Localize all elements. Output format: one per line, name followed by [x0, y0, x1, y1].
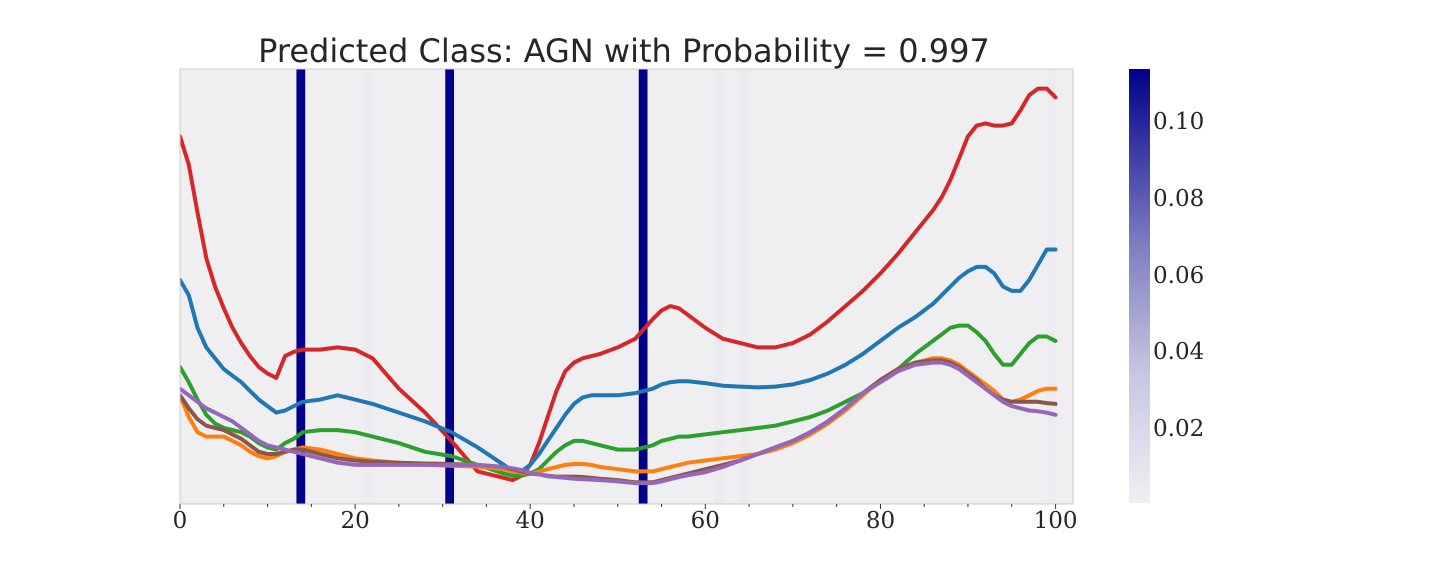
attention-band	[445, 69, 455, 504]
colorbar-tick-label: 0.08	[1153, 186, 1204, 212]
plot-frame	[179, 68, 1074, 505]
x-tick-label: 40	[516, 508, 545, 534]
colorbar-tick-label: 0.02	[1153, 416, 1204, 442]
chart-title: Predicted Class: AGN with Probability = …	[258, 32, 990, 70]
colorbar-tick-label: 0.06	[1153, 263, 1204, 289]
colorbar-tick-label: 0.10	[1153, 109, 1204, 135]
series-line-2	[180, 323, 1058, 478]
x-tick-label: 20	[340, 508, 369, 534]
series-lines	[180, 86, 1058, 486]
attention-band	[363, 69, 373, 504]
series-line-5	[180, 360, 1058, 486]
colorbar	[1129, 69, 1150, 503]
x-tick-label: 80	[866, 508, 895, 534]
series-line-1	[180, 247, 1058, 474]
x-tick-label: 0	[173, 508, 188, 534]
attention-band	[740, 69, 750, 504]
attention-band	[1046, 69, 1056, 504]
colorbar-ticks: 0.02 0.04 0.06 0.08 0.10	[1153, 109, 1204, 442]
attention-bands	[296, 69, 1056, 504]
x-tick-label: 60	[691, 508, 720, 534]
colorbar-tick-label: 0.04	[1153, 339, 1204, 365]
plot-background	[180, 69, 1073, 504]
attention-band	[638, 69, 648, 504]
attention-band	[296, 69, 306, 504]
x-axis: 0 20 40 60 80 100	[173, 504, 1078, 534]
attention-band	[714, 69, 723, 504]
series-line-0	[180, 86, 1058, 483]
x-tick-label: 100	[1034, 508, 1078, 534]
